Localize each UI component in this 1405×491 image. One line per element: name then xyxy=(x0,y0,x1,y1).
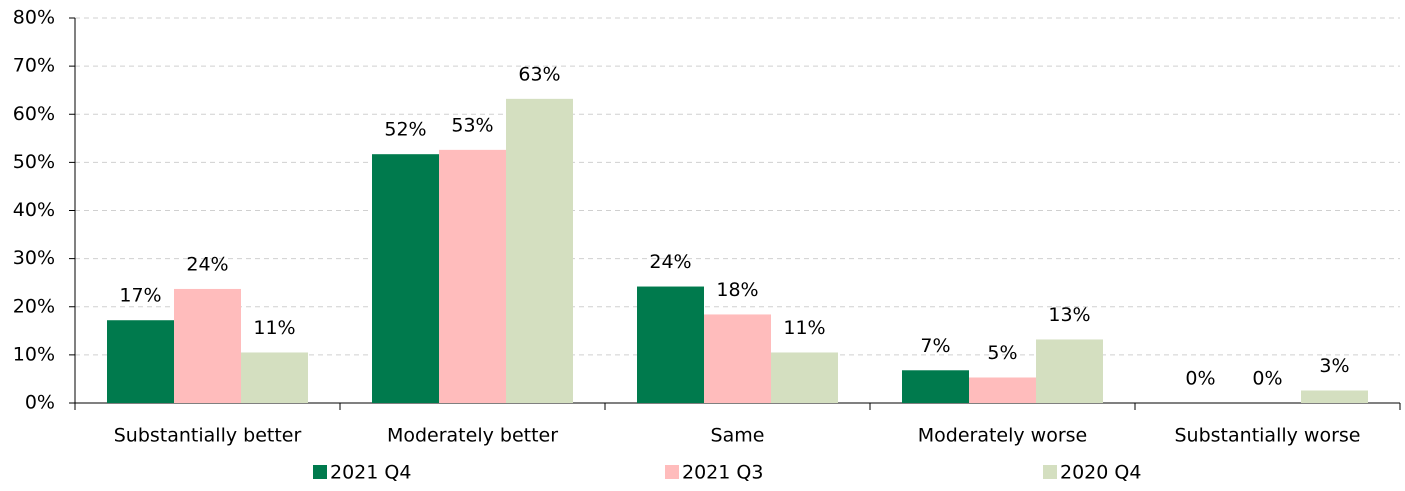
bar xyxy=(969,377,1036,403)
legend-swatch xyxy=(665,465,679,479)
value-label: 52% xyxy=(384,119,426,141)
value-label: 17% xyxy=(119,285,161,307)
bar xyxy=(174,288,241,403)
x-tick-label: Substantially worse xyxy=(1175,425,1361,447)
value-label: 5% xyxy=(987,342,1017,364)
value-label: 11% xyxy=(253,317,295,339)
value-label: 3% xyxy=(1319,355,1349,377)
y-tick-label: 80% xyxy=(13,7,55,29)
y-tick-label: 0% xyxy=(25,392,55,414)
bar xyxy=(771,352,838,403)
x-tick-label: Moderately worse xyxy=(918,425,1088,447)
value-label: 0% xyxy=(1252,368,1282,390)
value-label: 18% xyxy=(716,279,758,301)
y-tick-label: 60% xyxy=(13,103,55,125)
bar xyxy=(241,352,308,403)
bar xyxy=(637,286,704,403)
x-tick-label: Substantially better xyxy=(114,425,302,447)
bar xyxy=(506,98,573,403)
legend-swatch xyxy=(313,465,327,479)
y-tick-label: 70% xyxy=(13,55,55,77)
legend-swatch xyxy=(1043,465,1057,479)
x-tick-label: Same xyxy=(711,425,765,447)
bar xyxy=(1301,390,1368,403)
value-label: 7% xyxy=(920,335,950,357)
y-tick-label: 10% xyxy=(13,343,55,365)
legend-label: 2021 Q4 xyxy=(330,462,411,484)
legend-label: 2021 Q3 xyxy=(682,462,763,484)
bar xyxy=(439,149,506,403)
bar xyxy=(704,314,771,403)
value-label: 24% xyxy=(649,251,691,273)
y-tick-label: 30% xyxy=(13,247,55,269)
y-tick-label: 20% xyxy=(13,295,55,317)
value-label: 11% xyxy=(783,317,825,339)
legend-label: 2020 Q4 xyxy=(1060,462,1141,484)
y-tick-label: 40% xyxy=(13,199,55,221)
value-label: 63% xyxy=(518,63,560,85)
value-label: 13% xyxy=(1048,304,1090,326)
value-label: 0% xyxy=(1185,368,1215,390)
value-label: 24% xyxy=(186,253,228,275)
value-label: 53% xyxy=(451,114,493,136)
bar xyxy=(372,154,439,403)
bar xyxy=(1036,339,1103,403)
y-tick-label: 50% xyxy=(13,151,55,173)
x-tick-label: Moderately better xyxy=(387,425,558,447)
bar xyxy=(107,320,174,403)
bar xyxy=(902,370,969,403)
